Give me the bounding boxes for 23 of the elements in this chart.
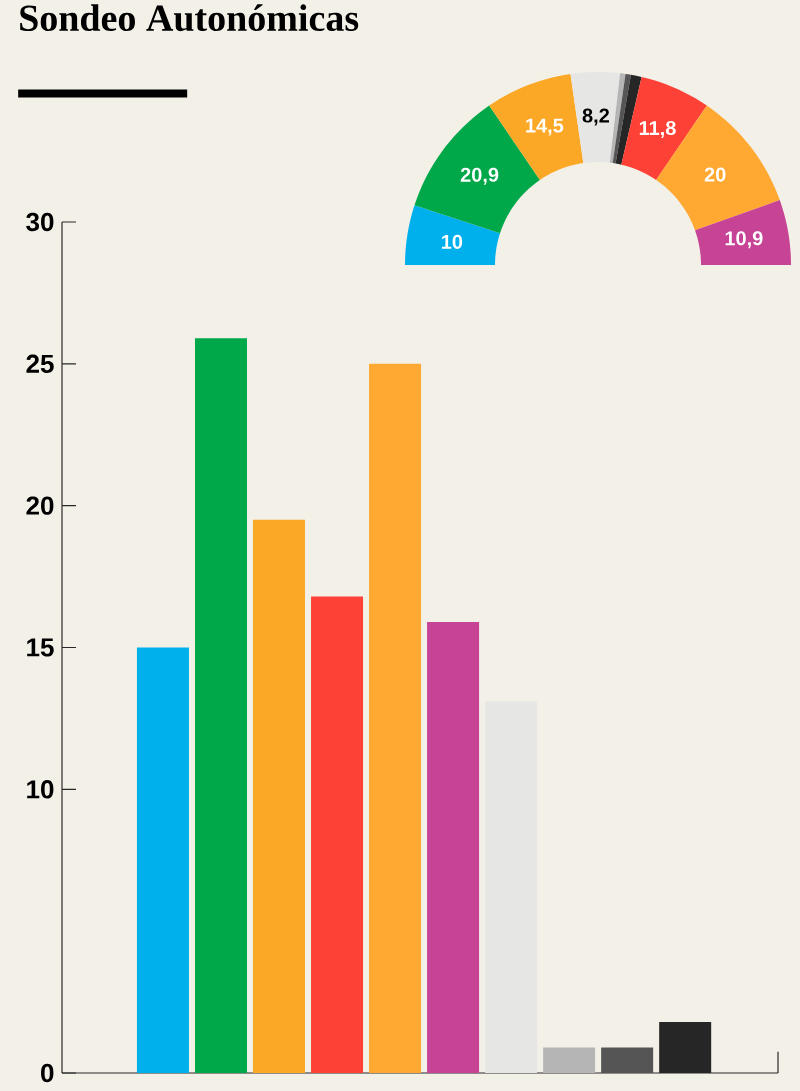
chart-title: Sondeo Autonómicas xyxy=(20,4,359,32)
y-tick-label: 10 xyxy=(27,780,54,799)
bar xyxy=(427,621,480,1073)
y-tick-label: 15 xyxy=(27,638,54,657)
bar xyxy=(601,1047,654,1073)
data-label: 10 xyxy=(441,234,463,249)
bar xyxy=(136,647,189,1073)
data-label: 8,2 xyxy=(582,108,610,126)
bar xyxy=(485,701,538,1073)
bar xyxy=(194,338,247,1073)
y-tick-label: 30 xyxy=(26,212,54,232)
y-tick-label: 25 xyxy=(26,354,54,374)
bar xyxy=(253,519,306,1073)
bar xyxy=(543,1047,596,1073)
data-label: 20,9 xyxy=(460,167,499,185)
y-tick-label: 0 xyxy=(41,1063,54,1083)
bar xyxy=(369,363,422,1073)
y-tick-label: 20 xyxy=(26,496,54,515)
data-label: 10,9 xyxy=(725,231,763,249)
data-label: 20 xyxy=(704,167,726,182)
data-label: 11,8 xyxy=(639,120,676,138)
data-label: 14,5 xyxy=(526,118,564,136)
bar xyxy=(311,596,364,1073)
